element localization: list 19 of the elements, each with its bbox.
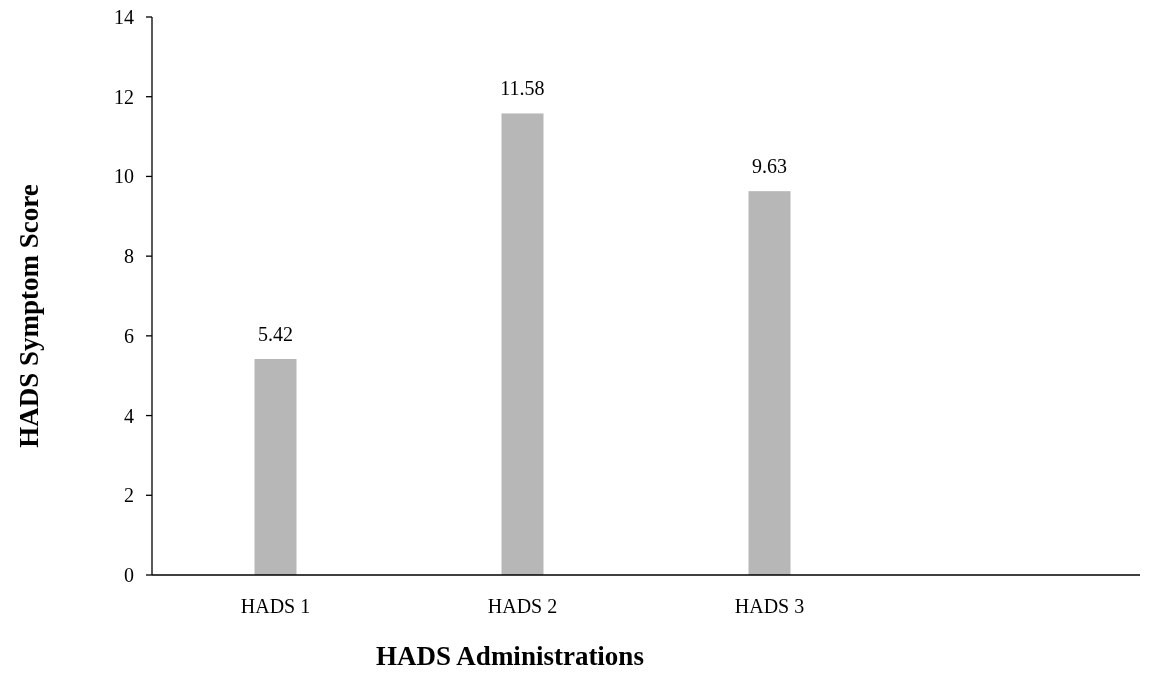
y-tick-label: 2 [124, 484, 134, 507]
y-tick-label: 10 [114, 165, 134, 188]
y-tick-label: 0 [124, 564, 134, 586]
data-label: 9.63 [752, 155, 787, 178]
bar [254, 358, 297, 575]
data-label: 11.58 [500, 77, 545, 100]
y-tick-label: 14 [114, 6, 134, 28]
y-tick-label: 4 [124, 404, 134, 427]
y-tick-label: 6 [124, 324, 134, 347]
y-axis-title: HADS Symptom Score [14, 184, 44, 448]
y-tick-label: 12 [114, 85, 134, 108]
x-tick-label: HADS 2 [487, 595, 558, 617]
bar [748, 191, 791, 575]
bar [501, 113, 544, 575]
x-axis-title: HADS Administrations [376, 641, 644, 671]
data-label: 5.42 [258, 322, 293, 345]
x-tick-label: HADS 1 [240, 595, 311, 617]
y-tick-label: 8 [124, 245, 134, 268]
x-tick-label: HADS 3 [734, 595, 805, 617]
